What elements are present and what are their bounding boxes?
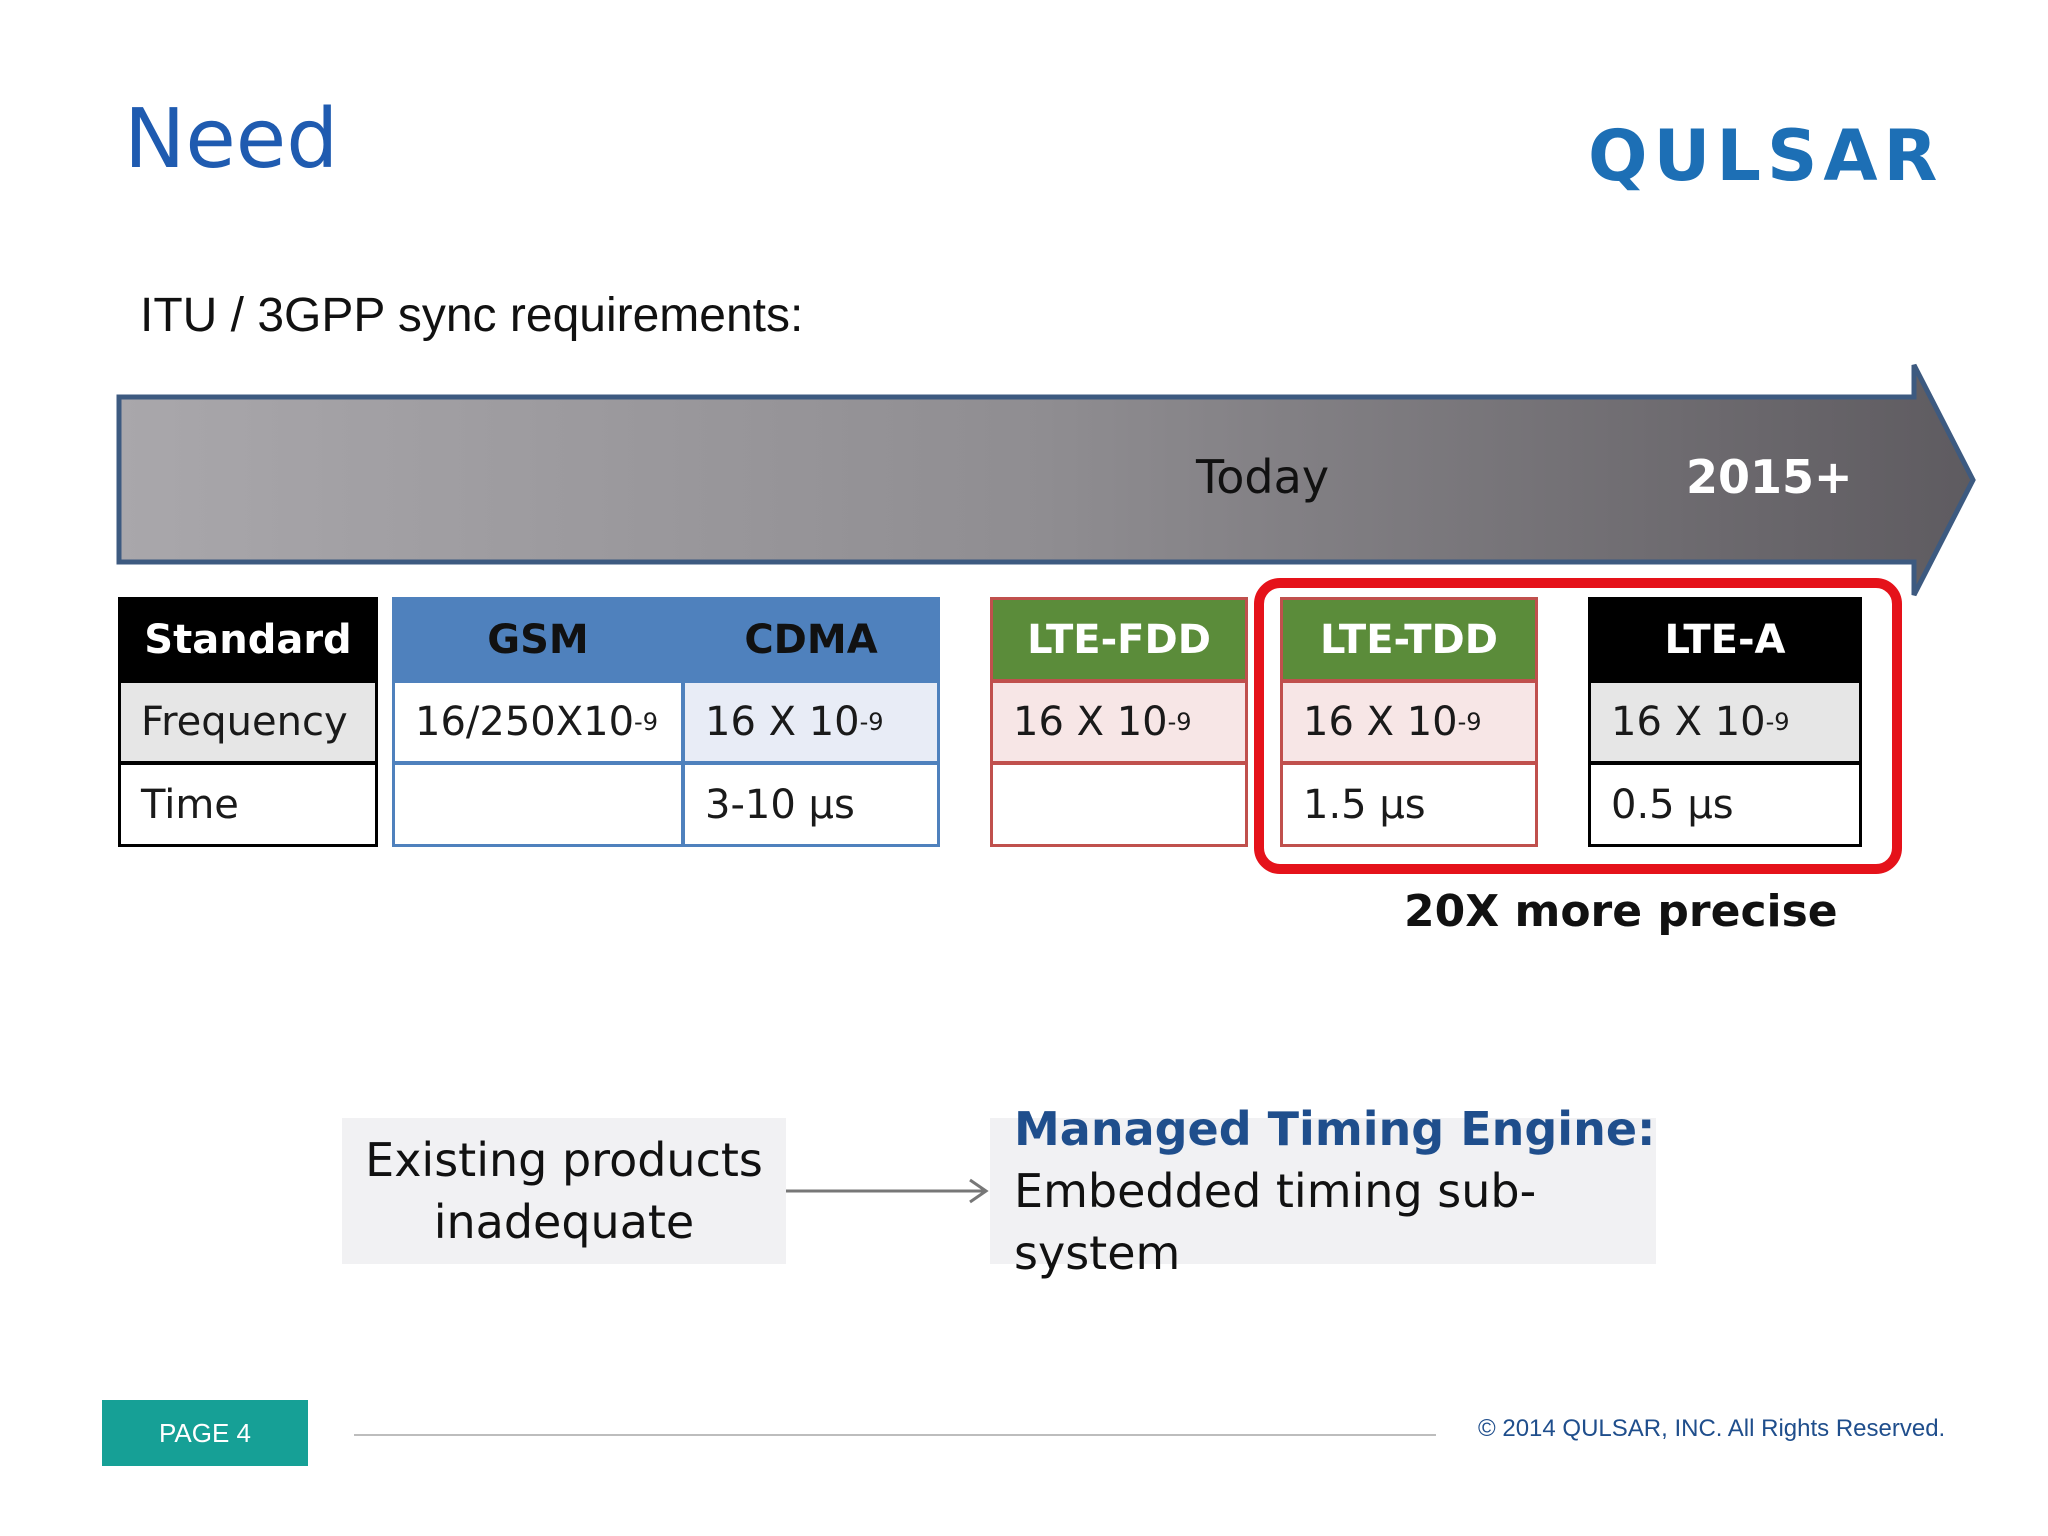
- lte-tdd-time: 1.5 µs: [1280, 762, 1538, 847]
- row-label-standard: Standard: [118, 597, 378, 682]
- qulsar-logo: QULSAR: [1588, 116, 1948, 196]
- lte-fdd-frequency-exp: -9: [1167, 708, 1192, 736]
- lte-fdd-frequency: 16 X 10 -9: [990, 680, 1248, 764]
- lte-a-frequency-base: 16 X 10: [1611, 699, 1766, 745]
- gsm-frequency: 16/250X10 -9: [392, 680, 684, 764]
- gsm-time: [392, 762, 684, 847]
- footer-divider: [354, 1434, 1436, 1436]
- slide-title: Need: [124, 92, 339, 187]
- lte-tdd-frequency-exp: -9: [1457, 708, 1482, 736]
- cdma-frequency: 16 X 10 -9: [682, 680, 940, 764]
- cdma-frequency-exp: -9: [859, 708, 884, 736]
- managed-timing-engine-desc: Embedded timing sub-system: [1014, 1164, 1537, 1280]
- header-lte-fdd: LTE-FDD: [990, 597, 1248, 682]
- timeline-future-label: 2015+: [1686, 450, 1853, 504]
- gsm-frequency-exp: -9: [634, 708, 658, 736]
- row-label-time: Time: [118, 762, 378, 847]
- copyright-notice: © 2014 QULSAR, INC. All Rights Reserved.: [1478, 1415, 1946, 1442]
- existing-products-line2: inadequate: [433, 1195, 695, 1249]
- header-cdma: CDMA: [682, 597, 940, 682]
- highlight-box: [1254, 578, 1902, 874]
- lte-a-frequency: 16 X 10 -9: [1588, 680, 1862, 764]
- lte-fdd-time: [990, 762, 1248, 847]
- section-subtitle: ITU / 3GPP sync requirements:: [140, 289, 804, 342]
- lte-a-frequency-exp: -9: [1765, 708, 1790, 736]
- cdma-time: 3-10 µs: [682, 762, 940, 847]
- managed-timing-engine-box: Managed Timing Engine: Embedded timing s…: [990, 1102, 1656, 1280]
- lte-a-time: 0.5 µs: [1588, 762, 1862, 847]
- existing-products-line1: Existing products: [365, 1133, 763, 1187]
- precision-callout: 20X more precise: [1404, 886, 1838, 937]
- flow-arrow: [786, 1178, 989, 1204]
- lte-fdd-frequency-base: 16 X 10: [1013, 699, 1168, 745]
- timeline-today-label: Today: [1196, 450, 1330, 504]
- cdma-frequency-base: 16 X 10: [705, 699, 860, 745]
- existing-products-box: Existing products inadequate: [342, 1118, 786, 1264]
- logo-text: QULSAR: [1588, 115, 1944, 197]
- header-lte-tdd: LTE-TDD: [1280, 597, 1538, 682]
- managed-timing-engine-title: Managed Timing Engine:: [1014, 1102, 1656, 1156]
- timeline-arrow: [116, 363, 1976, 597]
- page-number-badge: PAGE 4: [102, 1400, 308, 1466]
- lte-tdd-frequency-base: 16 X 10: [1303, 699, 1458, 745]
- header-gsm: GSM: [392, 597, 684, 682]
- row-label-frequency: Frequency: [118, 680, 378, 764]
- gsm-frequency-base: 16/250X10: [415, 699, 635, 745]
